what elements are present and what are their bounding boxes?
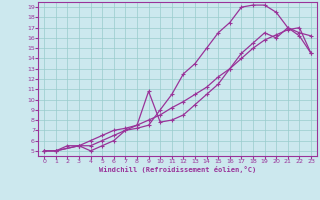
X-axis label: Windchill (Refroidissement éolien,°C): Windchill (Refroidissement éolien,°C) xyxy=(99,166,256,173)
